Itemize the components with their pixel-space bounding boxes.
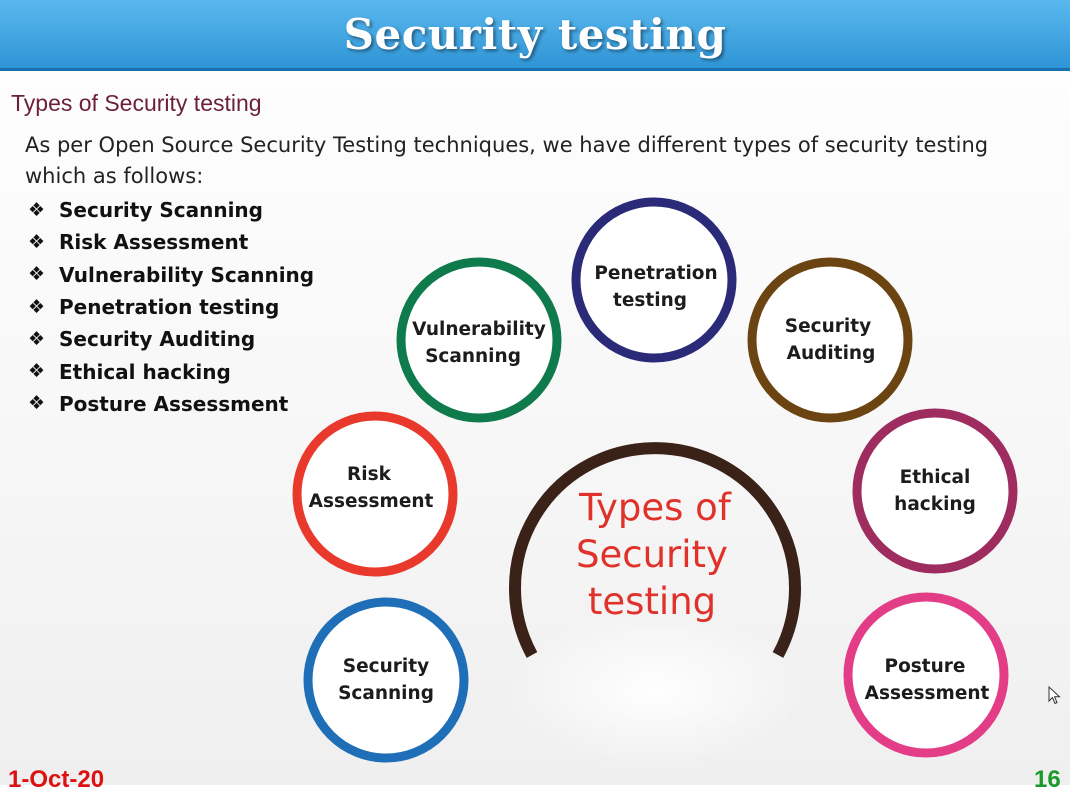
node-ring xyxy=(843,592,1009,758)
node-label-line-2: Assessment xyxy=(309,491,434,512)
bullet-item: ❖ Posture Assessment xyxy=(28,388,314,420)
node-risk-assessment: Risk Assessment xyxy=(292,411,458,577)
bullet-item: ❖ Ethical hacking xyxy=(28,355,314,387)
bullet-item: ❖ Risk Assessment xyxy=(28,226,314,258)
four-diamond-bullet-icon: ❖ xyxy=(28,230,46,253)
node-penetration-testing: Penetration testing xyxy=(571,197,737,363)
four-diamond-bullet-icon: ❖ xyxy=(28,392,46,415)
bullet-text: Security Scanning xyxy=(59,198,263,223)
bullet-text: Security Auditing xyxy=(59,327,256,352)
title-bar: Security testing xyxy=(0,0,1070,71)
bullet-text: Ethical hacking xyxy=(59,359,231,384)
mouse-cursor-icon xyxy=(1048,686,1061,705)
node-ring xyxy=(571,197,737,363)
intro-paragraph: As per Open Source Security Testing tech… xyxy=(25,133,989,188)
node-label-line-1: Ethical xyxy=(900,467,971,488)
node-posture-assessment: Posture Assessment xyxy=(843,592,1009,758)
node-label-line-1: Penetration xyxy=(594,263,717,284)
bullet-item: ❖ Vulnerability Scanning xyxy=(28,259,314,291)
node-ethical-hacking: Ethical hacking xyxy=(852,408,1018,574)
four-diamond-bullet-icon: ❖ xyxy=(28,263,46,286)
node-label-line-1: Vulnerability xyxy=(412,319,546,340)
center-title-line-3: testing xyxy=(588,580,716,623)
node-ring xyxy=(396,257,562,423)
bullet-text: Penetration testing xyxy=(59,295,280,320)
footer-date: 1-Oct-20 xyxy=(8,766,105,793)
four-diamond-bullet-icon: ❖ xyxy=(28,327,46,350)
node-ring xyxy=(852,408,1018,574)
four-diamond-bullet-icon: ❖ xyxy=(28,295,46,318)
bullet-item: ❖ Security Auditing xyxy=(28,323,314,355)
node-label-line-2: Scanning xyxy=(425,346,521,367)
node-label-line-2: hacking xyxy=(894,494,976,515)
node-label-line-2: Assessment xyxy=(865,683,990,704)
bullet-text: Vulnerability Scanning xyxy=(59,262,315,287)
four-diamond-bullet-icon: ❖ xyxy=(28,198,46,221)
four-diamond-bullet-icon: ❖ xyxy=(28,360,46,383)
slide-title: Security testing xyxy=(343,9,727,59)
node-label-line-1: Security xyxy=(343,656,429,677)
node-label-line-2: Scanning xyxy=(338,683,434,704)
node-ring xyxy=(292,411,458,577)
center-arc xyxy=(509,442,801,658)
bullet-text: Risk Assessment xyxy=(59,230,249,255)
node-security-auditing: Security Auditing xyxy=(747,257,913,423)
node-ring xyxy=(747,257,913,423)
center-glow xyxy=(505,610,805,770)
center-title-line-1: Types of xyxy=(578,486,732,529)
bullet-item: ❖ Penetration testing xyxy=(28,291,314,323)
node-label-line-2: Auditing xyxy=(787,343,876,364)
node-security-scanning: Security Scanning xyxy=(303,597,469,763)
node-label-line-1: Risk xyxy=(347,464,392,485)
node-vulnerability-scanning: Vulnerability Scanning xyxy=(396,257,562,423)
center-title-line-2: Security xyxy=(576,533,728,576)
node-label-line-1: Security xyxy=(785,316,871,337)
node-ring xyxy=(303,597,469,763)
slide-subtitle: Types of Security testing xyxy=(11,90,262,116)
bullet-item: ❖ Security Scanning xyxy=(28,194,314,226)
bullet-text: Posture Assessment xyxy=(59,391,289,416)
node-label-line-2: testing xyxy=(613,290,687,311)
footer-page-number: 16 xyxy=(1034,766,1061,793)
node-label-line-1: Posture xyxy=(885,656,966,677)
bullet-list: ❖ Security Scanning ❖ Risk Assessment ❖ Vul… xyxy=(28,194,314,420)
